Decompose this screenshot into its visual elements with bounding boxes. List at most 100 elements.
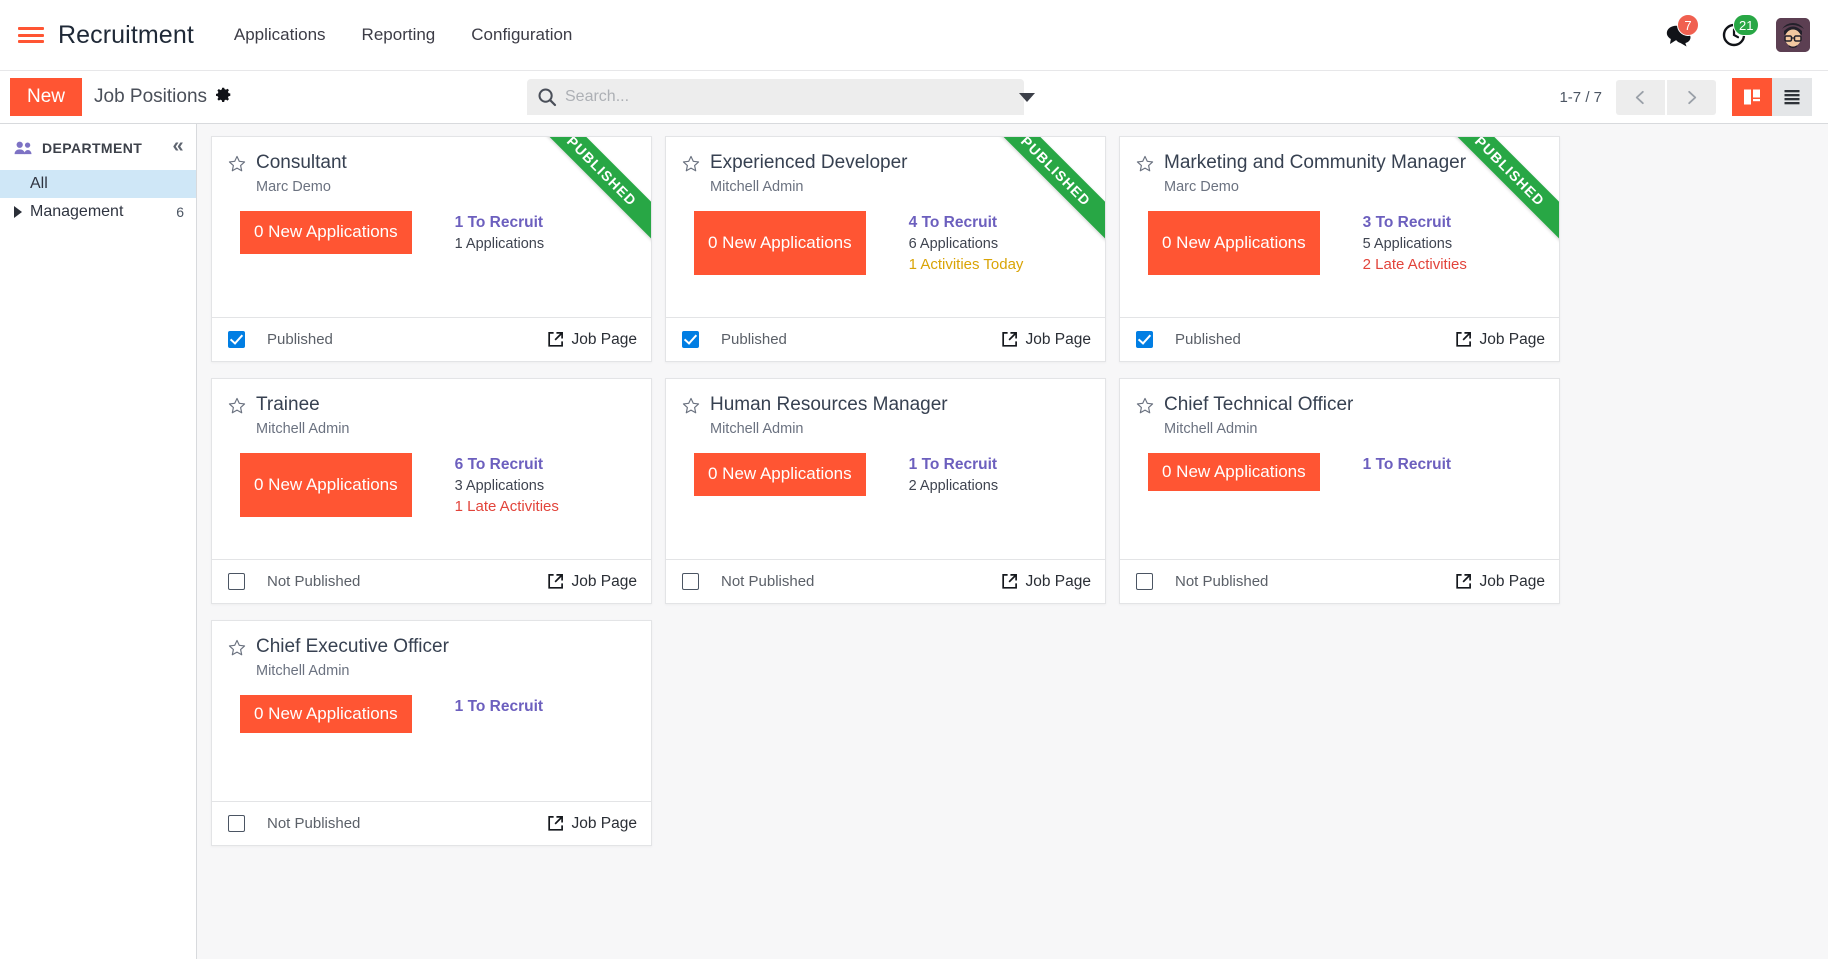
next-page-button[interactable] <box>1667 79 1716 115</box>
kanban-view-button[interactable] <box>1732 78 1772 116</box>
publish-status-label[interactable]: Published <box>1175 331 1241 348</box>
to-recruit-link[interactable]: 3 To Recruit <box>1362 213 1452 231</box>
star-outline-icon[interactable] <box>682 155 700 173</box>
card-stats-row: 0 New Applications 4 To Recruit 6 Applic… <box>682 210 1089 276</box>
publish-checkbox[interactable] <box>1136 573 1153 590</box>
search-dropdown-toggle[interactable] <box>1019 92 1035 102</box>
hamburger-menu-icon[interactable] <box>18 24 44 46</box>
star-outline-icon[interactable] <box>1136 397 1154 415</box>
avatar[interactable] <box>1776 18 1810 52</box>
star-outline-icon[interactable] <box>1136 155 1154 173</box>
card-stats: 6 To Recruit 3 Applications 1 Late Activ… <box>455 453 559 517</box>
to-recruit-link[interactable]: 1 To Recruit <box>454 697 544 715</box>
new-applications-button[interactable]: 0 New Applications <box>694 210 866 276</box>
publish-status-label[interactable]: Published <box>267 331 333 348</box>
new-applications-button[interactable]: 0 New Applications <box>694 452 866 497</box>
applications-link[interactable]: 6 Applications <box>908 235 999 252</box>
late-activities-link[interactable]: 2 Late Activities <box>1362 256 1467 274</box>
kanban-card[interactable]: PUBLISHED Consultant Marc Demo 0 New App… <box>211 136 652 362</box>
card-title[interactable]: Marketing and Community Manager <box>1164 152 1467 173</box>
nav-item-configuration[interactable]: Configuration <box>471 25 573 44</box>
card-footer: Published Job Page <box>212 317 651 361</box>
kanban-card[interactable]: Chief Technical Officer Mitchell Admin 0… <box>1119 378 1560 604</box>
collapse-chevrons-icon[interactable]: « <box>172 135 184 157</box>
publish-status-label[interactable]: Not Published <box>1175 573 1269 590</box>
job-page-link[interactable]: Job Page <box>1455 573 1545 591</box>
card-title[interactable]: Chief Executive Officer <box>256 636 449 657</box>
search-input[interactable] <box>565 79 1014 115</box>
kanban-card[interactable]: Trainee Mitchell Admin 0 New Application… <box>211 378 652 604</box>
to-recruit-link[interactable]: 1 To Recruit <box>454 213 544 231</box>
kanban-card[interactable]: Chief Executive Officer Mitchell Admin 0… <box>211 620 652 846</box>
sidebar-header-department: DEPARTMENT « <box>0 136 196 156</box>
previous-page-button[interactable] <box>1616 79 1665 115</box>
card-title[interactable]: Human Resources Manager <box>710 394 948 415</box>
job-page-link[interactable]: Job Page <box>547 815 637 833</box>
publish-checkbox[interactable] <box>228 815 245 832</box>
new-applications-button[interactable]: 0 New Applications <box>1148 210 1320 276</box>
search-box[interactable] <box>527 79 1024 115</box>
activities-today-link[interactable]: 1 Activities Today <box>908 256 1024 274</box>
star-outline-icon[interactable] <box>682 397 700 415</box>
new-applications-button[interactable]: 0 New Applications <box>240 210 412 255</box>
to-recruit-link[interactable]: 4 To Recruit <box>908 213 998 231</box>
applications-link[interactable]: 2 Applications <box>908 477 999 494</box>
nav-item-reporting[interactable]: Reporting <box>361 25 436 44</box>
card-title[interactable]: Experienced Developer <box>710 152 908 173</box>
sidebar-item-all[interactable]: All <box>0 170 196 198</box>
app-brand-recruitment[interactable]: Recruitment <box>58 20 194 49</box>
kanban-card[interactable]: PUBLISHED Marketing and Community Manage… <box>1119 136 1560 362</box>
sidebar-item-management[interactable]: Management 6 <box>0 198 196 226</box>
job-page-link[interactable]: Job Page <box>1001 331 1091 349</box>
job-page-link[interactable]: Job Page <box>1001 573 1091 591</box>
publish-status-label[interactable]: Published <box>721 331 787 348</box>
expand-caret-icon[interactable] <box>14 206 22 218</box>
applications-link[interactable]: 5 Applications <box>1362 235 1453 252</box>
sidebar-department-list: All Management 6 <box>0 170 196 226</box>
late-activities-link[interactable]: 1 Late Activities <box>454 498 559 516</box>
new-button[interactable]: New <box>10 77 83 117</box>
publish-status-label[interactable]: Not Published <box>721 573 815 590</box>
publish-checkbox[interactable] <box>228 573 245 590</box>
new-applications-button[interactable]: 0 New Applications <box>240 452 412 518</box>
publish-checkbox[interactable] <box>1136 331 1153 348</box>
kanban-card[interactable]: PUBLISHED Experienced Developer Mitchell… <box>665 136 1106 362</box>
star-outline-icon[interactable] <box>228 639 246 657</box>
to-recruit-link[interactable]: 1 To Recruit <box>908 455 998 473</box>
gear-icon[interactable] <box>215 86 232 108</box>
new-applications-button[interactable]: 0 New Applications <box>240 694 412 734</box>
job-page-link[interactable]: Job Page <box>1455 331 1545 349</box>
to-recruit-link[interactable]: 6 To Recruit <box>454 455 544 473</box>
messages-button[interactable]: 7 <box>1666 14 1699 47</box>
card-manager: Mitchell Admin <box>710 178 804 195</box>
publish-checkbox[interactable] <box>682 573 699 590</box>
new-applications-button[interactable]: 0 New Applications <box>1148 452 1320 492</box>
to-recruit-link[interactable]: 1 To Recruit <box>1362 455 1452 473</box>
publish-checkbox[interactable] <box>228 331 245 348</box>
job-page-link[interactable]: Job Page <box>547 330 638 349</box>
card-title[interactable]: Chief Technical Officer <box>1164 394 1354 415</box>
sidebar: DEPARTMENT « All Management 6 <box>0 124 197 959</box>
search-icon <box>537 87 557 107</box>
star-outline-icon[interactable] <box>228 155 246 173</box>
card-manager: Marc Demo <box>256 178 331 195</box>
star-outline-icon[interactable] <box>228 397 246 415</box>
publish-checkbox[interactable] <box>682 331 699 348</box>
external-link-icon <box>547 816 563 831</box>
nav-item-applications[interactable]: Applications <box>233 25 326 44</box>
card-footer: Not Published Job Page <box>666 559 1105 603</box>
applications-link[interactable]: 1 Applications <box>454 235 545 252</box>
card-title[interactable]: Trainee <box>256 394 320 415</box>
job-page-link[interactable]: Job Page <box>547 573 637 591</box>
publish-status-label[interactable]: Not Published <box>267 815 361 832</box>
pager[interactable]: 1-7 / 7 <box>1559 88 1602 106</box>
page-title-text: Job Positions <box>94 86 208 107</box>
applications-link[interactable]: 3 Applications <box>454 477 545 494</box>
activities-button[interactable]: 21 <box>1722 14 1760 47</box>
external-link-icon <box>1001 332 1017 347</box>
card-title[interactable]: Consultant <box>256 152 347 173</box>
list-view-button[interactable] <box>1772 78 1812 116</box>
kanban-card[interactable]: Human Resources Manager Mitchell Admin 0… <box>665 378 1106 604</box>
publish-status-label[interactable]: Not Published <box>267 573 361 590</box>
job-page-label: Job Page <box>571 330 638 348</box>
